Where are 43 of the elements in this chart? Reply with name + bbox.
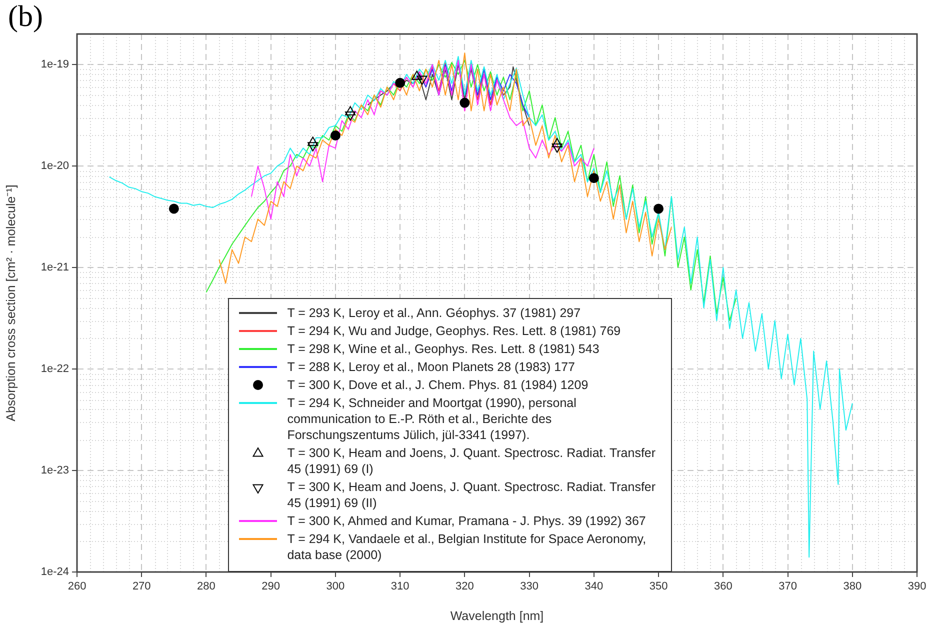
y-tick-label: 1e-20 [40, 160, 69, 172]
x-tick-label: 380 [843, 580, 862, 593]
x-tick-label: 260 [68, 580, 86, 593]
x-axis-title: Wavelength [nm] [450, 608, 544, 623]
y-tick-label: 1e-23 [40, 464, 69, 477]
point [308, 136, 318, 146]
x-tick-label: 340 [584, 580, 604, 593]
legend-label: T = 300 K, Heam and Joens, J. Quant. Spectrosc. Radiat. Transfer 45 (1991) 69 (II) [287, 479, 657, 511]
chart-title: (b) [8, 0, 43, 34]
y-axis-title: Absorption cross section [cm² · molecule⁻¹] [4, 184, 18, 422]
legend-label: T = 294 K, Wu and Judge, Geophys. Res. Lett. 8 (1981) 769 [287, 323, 622, 339]
point [552, 138, 562, 148]
legend-label: T = 300 K, Ahmed and Kumar, Pramana - J. Phys. 39 (1992) 367 [287, 513, 647, 529]
point [395, 78, 406, 88]
legend-label: T = 294 K, Vandaele et al., Belgian Institute for Space Aeronomy, data base (2000) [287, 531, 648, 563]
point [654, 204, 664, 214]
x-tick-label: 310 [390, 580, 410, 593]
point [330, 130, 340, 140]
x-tick-label: 330 [520, 580, 538, 593]
legend-label: T = 288 K, Leroy et al., Moon Planets 28 (1983) 177 [287, 359, 576, 375]
x-tick-label: 280 [197, 580, 216, 593]
x-tick-label: 360 [714, 580, 732, 593]
y-tick-label: 1e-22 [40, 363, 69, 376]
point [412, 70, 422, 80]
y-tick-label: 1e-21 [40, 262, 69, 274]
point [588, 173, 599, 184]
x-tick-label: 300 [326, 580, 345, 593]
point [460, 98, 470, 108]
y-tick-label: 1e-19 [40, 58, 69, 71]
legend-label: T = 298 K, Wine et al., Geophys. Res. Lett. 8 (1981) 543 [287, 341, 600, 357]
legend-label: T = 294 K, Schneider and Moortgat (1990), personal communication to E.-P. Röth et al., Berichte des Forschungszentums Jülich, jül-3341 (1997). [287, 395, 578, 443]
point [168, 204, 179, 214]
x-tick-label: 350 [649, 580, 668, 593]
legend-label: T = 300 K, Heam and Joens, J. Quant. Spectrosc. Radiat. Transfer 45 (1991) 69 (I) [287, 445, 657, 477]
x-tick-label: 270 [132, 580, 151, 593]
legend-label: T = 300 K, Dove et al., J. Chem. Phys. 81 (1984) 1209 [287, 377, 590, 393]
x-tick-label: 390 [908, 580, 926, 593]
y-tick-label: 1e-24 [40, 566, 69, 578]
legend-label: T = 293 K, Leroy et al., Ann. Géophys. 37 (1981) 297 [287, 305, 582, 321]
x-tick-label: 290 [262, 580, 280, 593]
point [345, 106, 356, 116]
x-tick-label: 320 [456, 580, 474, 593]
x-tick-label: 370 [778, 580, 797, 593]
